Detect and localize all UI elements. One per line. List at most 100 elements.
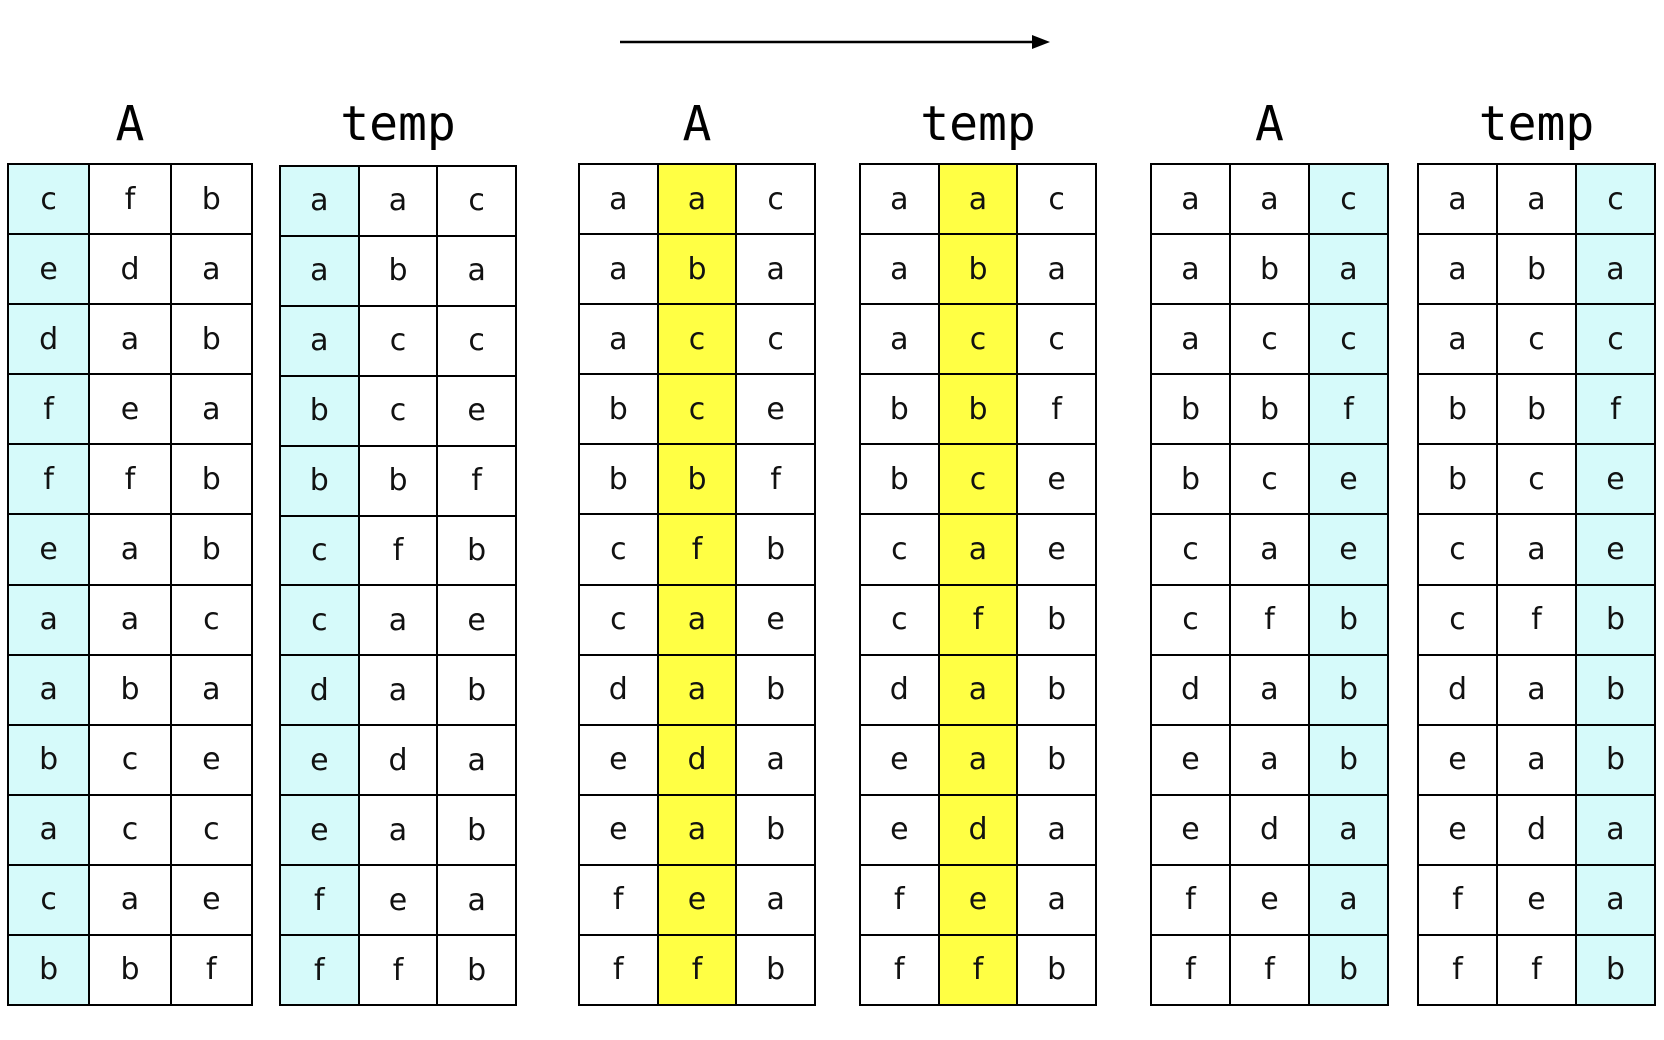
table-cell: c	[1497, 444, 1576, 515]
table-cell: d	[860, 654, 939, 725]
table-cell: b	[579, 374, 658, 445]
table-cell: b	[437, 655, 516, 726]
table-cell: a	[657, 584, 737, 655]
table-cell: a	[938, 654, 1018, 725]
table-cell: c	[1017, 164, 1096, 235]
table-cell: f	[938, 934, 1018, 1005]
table-cell: b	[736, 654, 815, 725]
table-cell: a	[860, 234, 939, 305]
table-cell: f	[437, 445, 516, 516]
table-cell: f	[736, 444, 815, 515]
table-cell: a	[860, 164, 939, 235]
table-cell: c	[1017, 304, 1096, 375]
table-title: A	[1255, 96, 1284, 152]
table-cell: f	[1309, 374, 1388, 445]
table-cell: b	[280, 375, 359, 446]
table-cell: b	[170, 164, 252, 235]
table-cell: c	[1230, 444, 1309, 515]
table-cell: f	[1151, 864, 1230, 935]
table-cell: a	[1151, 164, 1230, 235]
table-title: temp	[1478, 96, 1595, 152]
table-cell: b	[1309, 584, 1388, 655]
table-cell: e	[1151, 794, 1230, 865]
table-cell: b	[860, 444, 939, 515]
table-cell: e	[8, 234, 90, 305]
table-cell: b	[170, 304, 252, 375]
table-cell: c	[736, 164, 815, 235]
table-cell: f	[8, 374, 90, 445]
table-title: temp	[340, 96, 456, 152]
table-cell: a	[579, 304, 658, 375]
table-cell: f	[860, 934, 939, 1005]
table-cell: a	[437, 235, 516, 306]
table-cell: e	[8, 514, 90, 585]
table-cell: b	[8, 934, 90, 1005]
table-cell: b	[579, 444, 658, 515]
table-cell: b	[938, 234, 1018, 305]
table-cell: f	[579, 864, 658, 935]
table-cell: a	[89, 514, 171, 585]
table-cell: b	[358, 235, 438, 306]
table-cell: b	[1017, 584, 1096, 655]
table-cell: b	[1497, 234, 1576, 305]
table-cell: f	[170, 934, 252, 1005]
table-cell: a	[89, 304, 171, 375]
table-cell: a	[1230, 654, 1309, 725]
table-cell: c	[1497, 304, 1576, 375]
table-cell: e	[657, 864, 737, 935]
table-cell: e	[170, 724, 252, 795]
table-cell: a	[1418, 304, 1497, 375]
table-cell: a	[358, 166, 438, 236]
table-cell: a	[89, 864, 171, 935]
table-cell: b	[1017, 724, 1096, 795]
table-cell: a	[89, 584, 171, 655]
table-cell: c	[1418, 514, 1497, 585]
table-cell: f	[358, 515, 438, 586]
table-cell: c	[1418, 584, 1497, 655]
table-cell: e	[736, 374, 815, 445]
table-cell: d	[1151, 654, 1230, 725]
table-cell: f	[280, 865, 359, 936]
table-cell: f	[89, 164, 171, 235]
table-cell: f	[1576, 374, 1655, 445]
table-cell: b	[89, 934, 171, 1005]
table-cell: e	[579, 794, 658, 865]
table-cell: f	[89, 444, 171, 515]
table-cell: e	[1309, 444, 1388, 515]
table-title: A	[682, 96, 712, 152]
table-cell: b	[170, 514, 252, 585]
table-cell: a	[358, 585, 438, 656]
table-cell: a	[657, 164, 737, 235]
table-cell: a	[1230, 164, 1309, 235]
table-panel-4: temp a a c a b a a c c b b f b c e c a e c f b d a b e a b e d a f e a f f b	[859, 0, 1097, 1040]
table-cell: a	[1576, 794, 1655, 865]
table-cell: b	[437, 795, 516, 866]
table-cell: c	[1151, 584, 1230, 655]
table-cell: c	[89, 724, 171, 795]
table-cell: b	[1230, 374, 1309, 445]
table-cell: c	[358, 305, 438, 376]
table-cell: c	[657, 304, 737, 375]
table-cell: e	[1017, 514, 1096, 585]
table-cell: a	[170, 654, 252, 725]
table-cell: d	[1230, 794, 1309, 865]
table-cell: e	[1017, 444, 1096, 515]
table-cell: e	[89, 374, 171, 445]
table-cell: a	[1230, 514, 1309, 585]
table-cell: b	[170, 444, 252, 515]
table-cell: e	[437, 375, 516, 446]
table-cell: f	[860, 864, 939, 935]
table-cell: d	[1497, 794, 1576, 865]
table-cell: e	[1497, 864, 1576, 935]
table-cell: a	[1151, 234, 1230, 305]
table-cell: b	[1576, 654, 1655, 725]
table-cell: c	[8, 864, 90, 935]
table-cell: d	[280, 655, 359, 726]
table-cell: c	[1576, 304, 1655, 375]
table-cell: c	[938, 444, 1018, 515]
